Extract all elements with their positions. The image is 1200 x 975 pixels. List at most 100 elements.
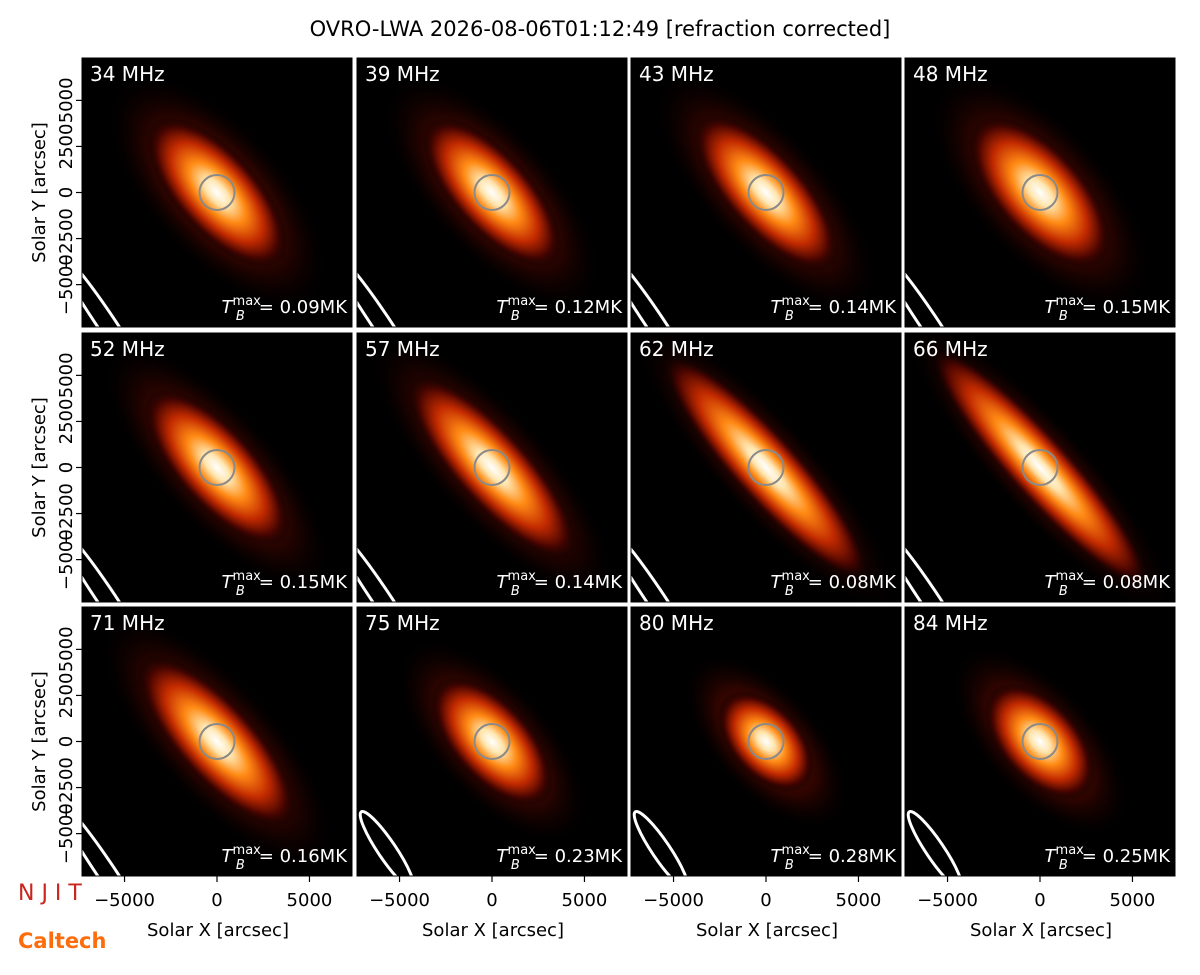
- tb-value: = 0.08MK: [808, 572, 897, 593]
- x-tick-label: −5000: [643, 890, 704, 911]
- beam: [357, 522, 429, 602]
- tb-sup: max: [233, 569, 262, 584]
- y-axis-label: Solar Y [arcsec]: [29, 397, 50, 538]
- panel: [357, 58, 627, 327]
- beam: [82, 247, 154, 327]
- tb-sup: max: [508, 294, 537, 309]
- tb-sub: B: [785, 858, 794, 873]
- x-tick-label: 0: [486, 890, 497, 911]
- x-tick-label: 5000: [287, 890, 333, 911]
- emission: [984, 682, 1096, 801]
- tb-sub: B: [511, 858, 520, 873]
- tb-value: = 0.15MK: [1082, 297, 1171, 318]
- panel: [357, 607, 627, 876]
- solar-disk: [1021, 449, 1059, 486]
- y-tick-label: 2500: [56, 124, 77, 170]
- tb-symbol: T: [222, 846, 235, 867]
- tb-value: = 0.12MK: [534, 297, 623, 318]
- panel-frame: [904, 332, 1176, 603]
- x-axis-label: Solar X [arcsec]: [970, 920, 1112, 941]
- frequency-label: 39 MHz: [365, 62, 440, 86]
- solar-disk: [747, 723, 785, 760]
- frequency-label: 62 MHz: [639, 337, 714, 361]
- y-tick-label: 0: [56, 736, 77, 747]
- x-axis-label: Solar X [arcsec]: [147, 920, 289, 941]
- beam: [358, 810, 416, 876]
- tb-sub: B: [785, 584, 794, 599]
- emission: [968, 115, 1112, 270]
- y-tick-label: −2500: [56, 483, 77, 544]
- beam: [631, 247, 703, 327]
- beam: [905, 522, 977, 602]
- frequency-label: 80 MHz: [639, 611, 714, 635]
- solar-disk: [1021, 174, 1059, 211]
- tb-max-label: Tmax B = 0.25MK: [1045, 843, 1172, 873]
- tb-sub: B: [1059, 858, 1068, 873]
- tb-sup: max: [233, 294, 262, 309]
- y-tick-label: 5000: [56, 352, 77, 398]
- tb-max-label: Tmax B = 0.28MK: [771, 843, 898, 873]
- tb-value: = 0.08MK: [1082, 572, 1171, 593]
- tb-symbol: T: [1045, 846, 1058, 867]
- y-tick-label: −5000: [56, 254, 77, 315]
- tb-sub: B: [236, 309, 245, 324]
- x-tick-label: 0: [1034, 890, 1045, 911]
- beam: [906, 810, 964, 876]
- emission: [146, 116, 288, 269]
- tb-sup: max: [1056, 569, 1085, 584]
- tb-symbol: T: [771, 572, 784, 593]
- tb-sup: max: [782, 569, 811, 584]
- tb-sup: max: [1056, 843, 1085, 858]
- tb-sup: max: [508, 569, 537, 584]
- emission: [406, 374, 578, 561]
- solar-disk: [473, 174, 511, 211]
- tb-sub: B: [1059, 584, 1068, 599]
- tb-max-label: Tmax B = 0.14MK: [771, 294, 898, 324]
- x-axis-label: Solar X [arcsec]: [696, 920, 838, 941]
- panel: [905, 333, 1175, 602]
- y-axis-label: Solar Y [arcsec]: [29, 122, 50, 263]
- tb-max-label: Tmax B = 0.15MK: [1045, 294, 1172, 324]
- solar-disk: [198, 723, 236, 760]
- y-tick-label: −5000: [56, 803, 77, 864]
- y-tick-label: 5000: [56, 77, 77, 123]
- tb-value: = 0.28MK: [808, 846, 897, 867]
- panel-frame: [630, 332, 902, 603]
- panel-frame: [356, 332, 628, 603]
- frequency-label: 43 MHz: [639, 62, 714, 86]
- tb-max-label: Tmax B = 0.08MK: [1045, 569, 1172, 599]
- logo-caltech: Caltech: [18, 929, 106, 953]
- solar-disk: [747, 174, 785, 211]
- tb-sup: max: [782, 294, 811, 309]
- panel: [82, 607, 352, 876]
- frequency-label: 71 MHz: [90, 611, 165, 635]
- y-tick-label: 2500: [56, 399, 77, 445]
- tb-symbol: T: [497, 297, 510, 318]
- frequency-label: 52 MHz: [90, 337, 165, 361]
- y-tick-label: 0: [56, 462, 77, 473]
- tb-value: = 0.14MK: [808, 297, 897, 318]
- y-axis-label: Solar Y [arcsec]: [29, 671, 50, 812]
- tb-max-label: Tmax B = 0.16MK: [222, 843, 349, 873]
- tb-max-label: Tmax B = 0.14MK: [497, 569, 624, 599]
- panel: [905, 607, 1175, 876]
- panel: [631, 58, 901, 327]
- frequency-label: 57 MHz: [365, 337, 440, 361]
- panel-frame: [904, 57, 1176, 328]
- emission: [137, 655, 297, 828]
- x-tick-label: −5000: [94, 890, 155, 911]
- frequency-label: 48 MHz: [913, 62, 988, 86]
- panel: [631, 607, 901, 876]
- frequency-label: 66 MHz: [913, 337, 988, 361]
- tb-sub: B: [785, 309, 794, 324]
- tb-symbol: T: [222, 572, 235, 593]
- tb-value: = 0.16MK: [259, 846, 348, 867]
- x-tick-label: 5000: [836, 890, 882, 911]
- solar-disk: [747, 449, 785, 486]
- x-tick-label: 5000: [562, 890, 608, 911]
- tb-symbol: T: [771, 297, 784, 318]
- tb-sup: max: [508, 843, 537, 858]
- tb-sub: B: [1059, 309, 1068, 324]
- beam: [631, 522, 703, 602]
- tb-sub: B: [236, 858, 245, 873]
